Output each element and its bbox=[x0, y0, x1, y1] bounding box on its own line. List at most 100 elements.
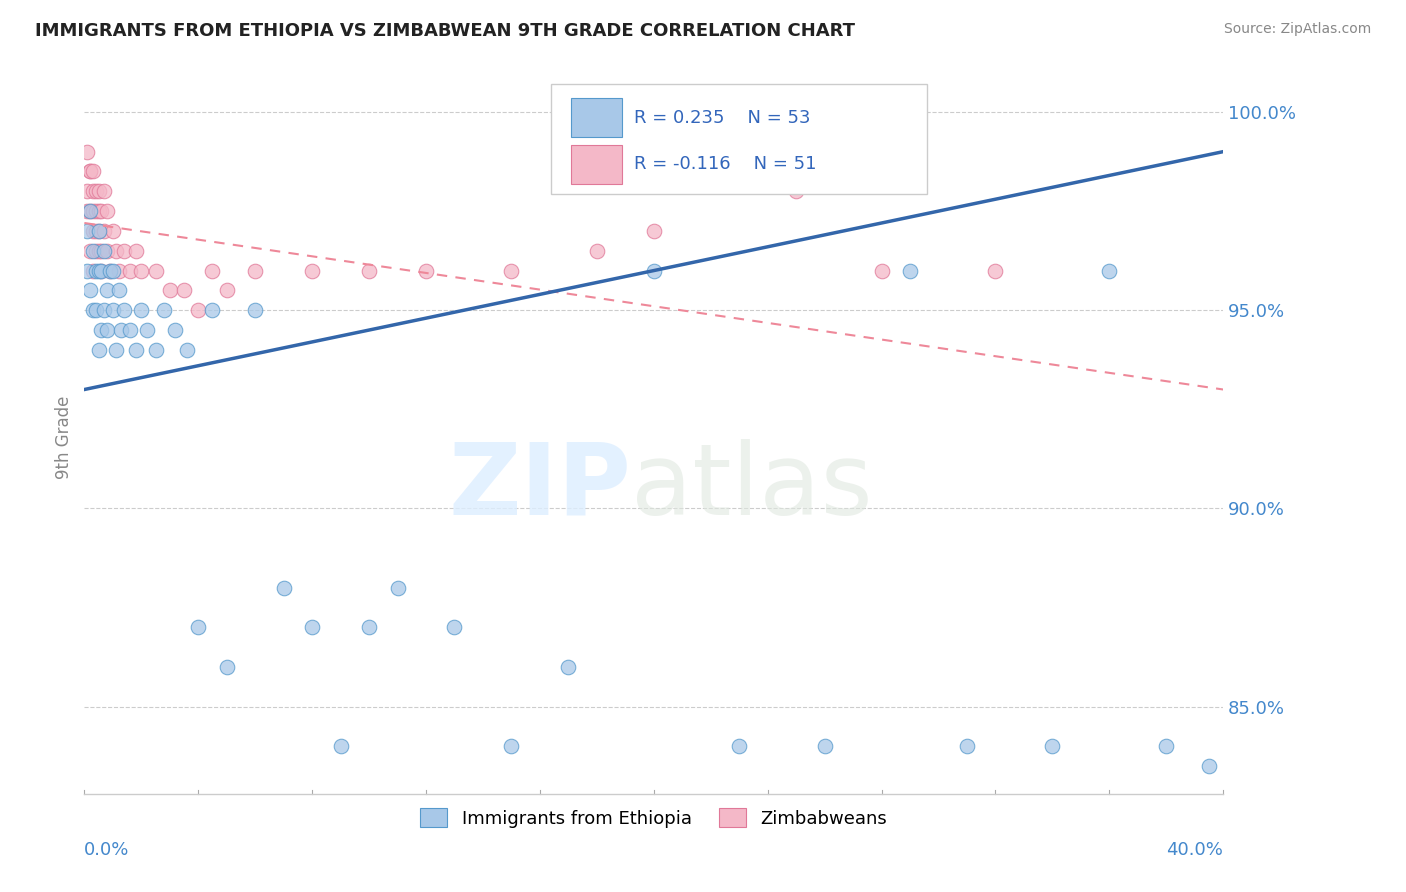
Point bbox=[187, 303, 209, 318]
Point bbox=[101, 263, 124, 277]
Point bbox=[76, 224, 98, 238]
Point bbox=[76, 204, 98, 219]
Text: Source: ZipAtlas.com: Source: ZipAtlas.com bbox=[1223, 22, 1371, 37]
Point bbox=[87, 224, 110, 238]
Point bbox=[82, 303, 104, 318]
FancyBboxPatch shape bbox=[551, 84, 927, 194]
Point bbox=[359, 620, 381, 634]
Point bbox=[359, 263, 381, 277]
Point bbox=[82, 204, 104, 219]
Point bbox=[84, 184, 107, 198]
Point bbox=[84, 224, 107, 238]
Point bbox=[145, 263, 167, 277]
Point bbox=[90, 263, 112, 277]
Point bbox=[98, 263, 121, 277]
Point bbox=[82, 244, 104, 258]
Point bbox=[101, 224, 124, 238]
Point bbox=[82, 164, 104, 178]
Point bbox=[870, 263, 893, 277]
Point bbox=[1198, 759, 1220, 773]
Point bbox=[79, 204, 101, 219]
Point bbox=[301, 263, 323, 277]
Point bbox=[586, 244, 609, 258]
Point bbox=[104, 343, 127, 357]
Point bbox=[79, 244, 101, 258]
Point bbox=[215, 284, 238, 298]
Point bbox=[84, 204, 107, 219]
Point bbox=[415, 263, 437, 277]
Point bbox=[131, 303, 153, 318]
Point bbox=[79, 204, 101, 219]
Point bbox=[245, 303, 267, 318]
Point bbox=[153, 303, 176, 318]
Point bbox=[90, 263, 112, 277]
Point bbox=[87, 343, 110, 357]
Point bbox=[84, 244, 107, 258]
Point bbox=[301, 620, 323, 634]
Point bbox=[112, 244, 135, 258]
Point bbox=[76, 184, 98, 198]
Point bbox=[1156, 739, 1178, 754]
Point bbox=[104, 244, 127, 258]
Point bbox=[124, 244, 146, 258]
Point bbox=[215, 660, 238, 674]
Point bbox=[96, 204, 118, 219]
Point bbox=[82, 263, 104, 277]
Point bbox=[898, 263, 921, 277]
Text: 40.0%: 40.0% bbox=[1167, 841, 1223, 860]
Point bbox=[79, 164, 101, 178]
Point bbox=[201, 263, 224, 277]
Point bbox=[90, 323, 112, 337]
Point bbox=[728, 739, 751, 754]
Point bbox=[93, 303, 115, 318]
Point bbox=[443, 620, 465, 634]
Point bbox=[173, 284, 195, 298]
Point bbox=[107, 263, 129, 277]
Point bbox=[90, 244, 112, 258]
Point bbox=[245, 263, 267, 277]
Point bbox=[643, 224, 665, 238]
Text: IMMIGRANTS FROM ETHIOPIA VS ZIMBABWEAN 9TH GRADE CORRELATION CHART: IMMIGRANTS FROM ETHIOPIA VS ZIMBABWEAN 9… bbox=[35, 22, 855, 40]
Point bbox=[956, 739, 979, 754]
Point bbox=[107, 284, 129, 298]
Point bbox=[329, 739, 352, 754]
Point bbox=[501, 263, 523, 277]
Point bbox=[165, 323, 187, 337]
Text: atlas: atlas bbox=[631, 439, 873, 535]
Point bbox=[145, 343, 167, 357]
Point bbox=[124, 343, 146, 357]
Point bbox=[76, 145, 98, 159]
Point bbox=[159, 284, 181, 298]
Point bbox=[273, 581, 295, 595]
Point bbox=[176, 343, 198, 357]
Point bbox=[98, 263, 121, 277]
Point bbox=[79, 164, 101, 178]
Point bbox=[136, 323, 159, 337]
Point bbox=[643, 263, 665, 277]
Point bbox=[76, 263, 98, 277]
Point bbox=[96, 323, 118, 337]
Point bbox=[87, 263, 110, 277]
Point bbox=[201, 303, 224, 318]
Legend: Immigrants from Ethiopia, Zimbabweans: Immigrants from Ethiopia, Zimbabweans bbox=[413, 801, 894, 835]
Point bbox=[96, 244, 118, 258]
Point bbox=[87, 184, 110, 198]
Point bbox=[93, 244, 115, 258]
Point bbox=[118, 263, 141, 277]
Point bbox=[387, 581, 409, 595]
Point bbox=[187, 620, 209, 634]
Point bbox=[79, 284, 101, 298]
Point bbox=[785, 184, 807, 198]
Point bbox=[112, 303, 135, 318]
Text: R = 0.235    N = 53: R = 0.235 N = 53 bbox=[634, 109, 811, 127]
Point bbox=[1042, 739, 1064, 754]
Point bbox=[90, 204, 112, 219]
Point bbox=[87, 204, 110, 219]
Bar bbox=[571, 98, 621, 137]
Point bbox=[131, 263, 153, 277]
Point bbox=[814, 739, 837, 754]
Point bbox=[1098, 263, 1121, 277]
Point bbox=[87, 244, 110, 258]
Text: 0.0%: 0.0% bbox=[84, 841, 129, 860]
Text: ZIP: ZIP bbox=[449, 439, 631, 535]
